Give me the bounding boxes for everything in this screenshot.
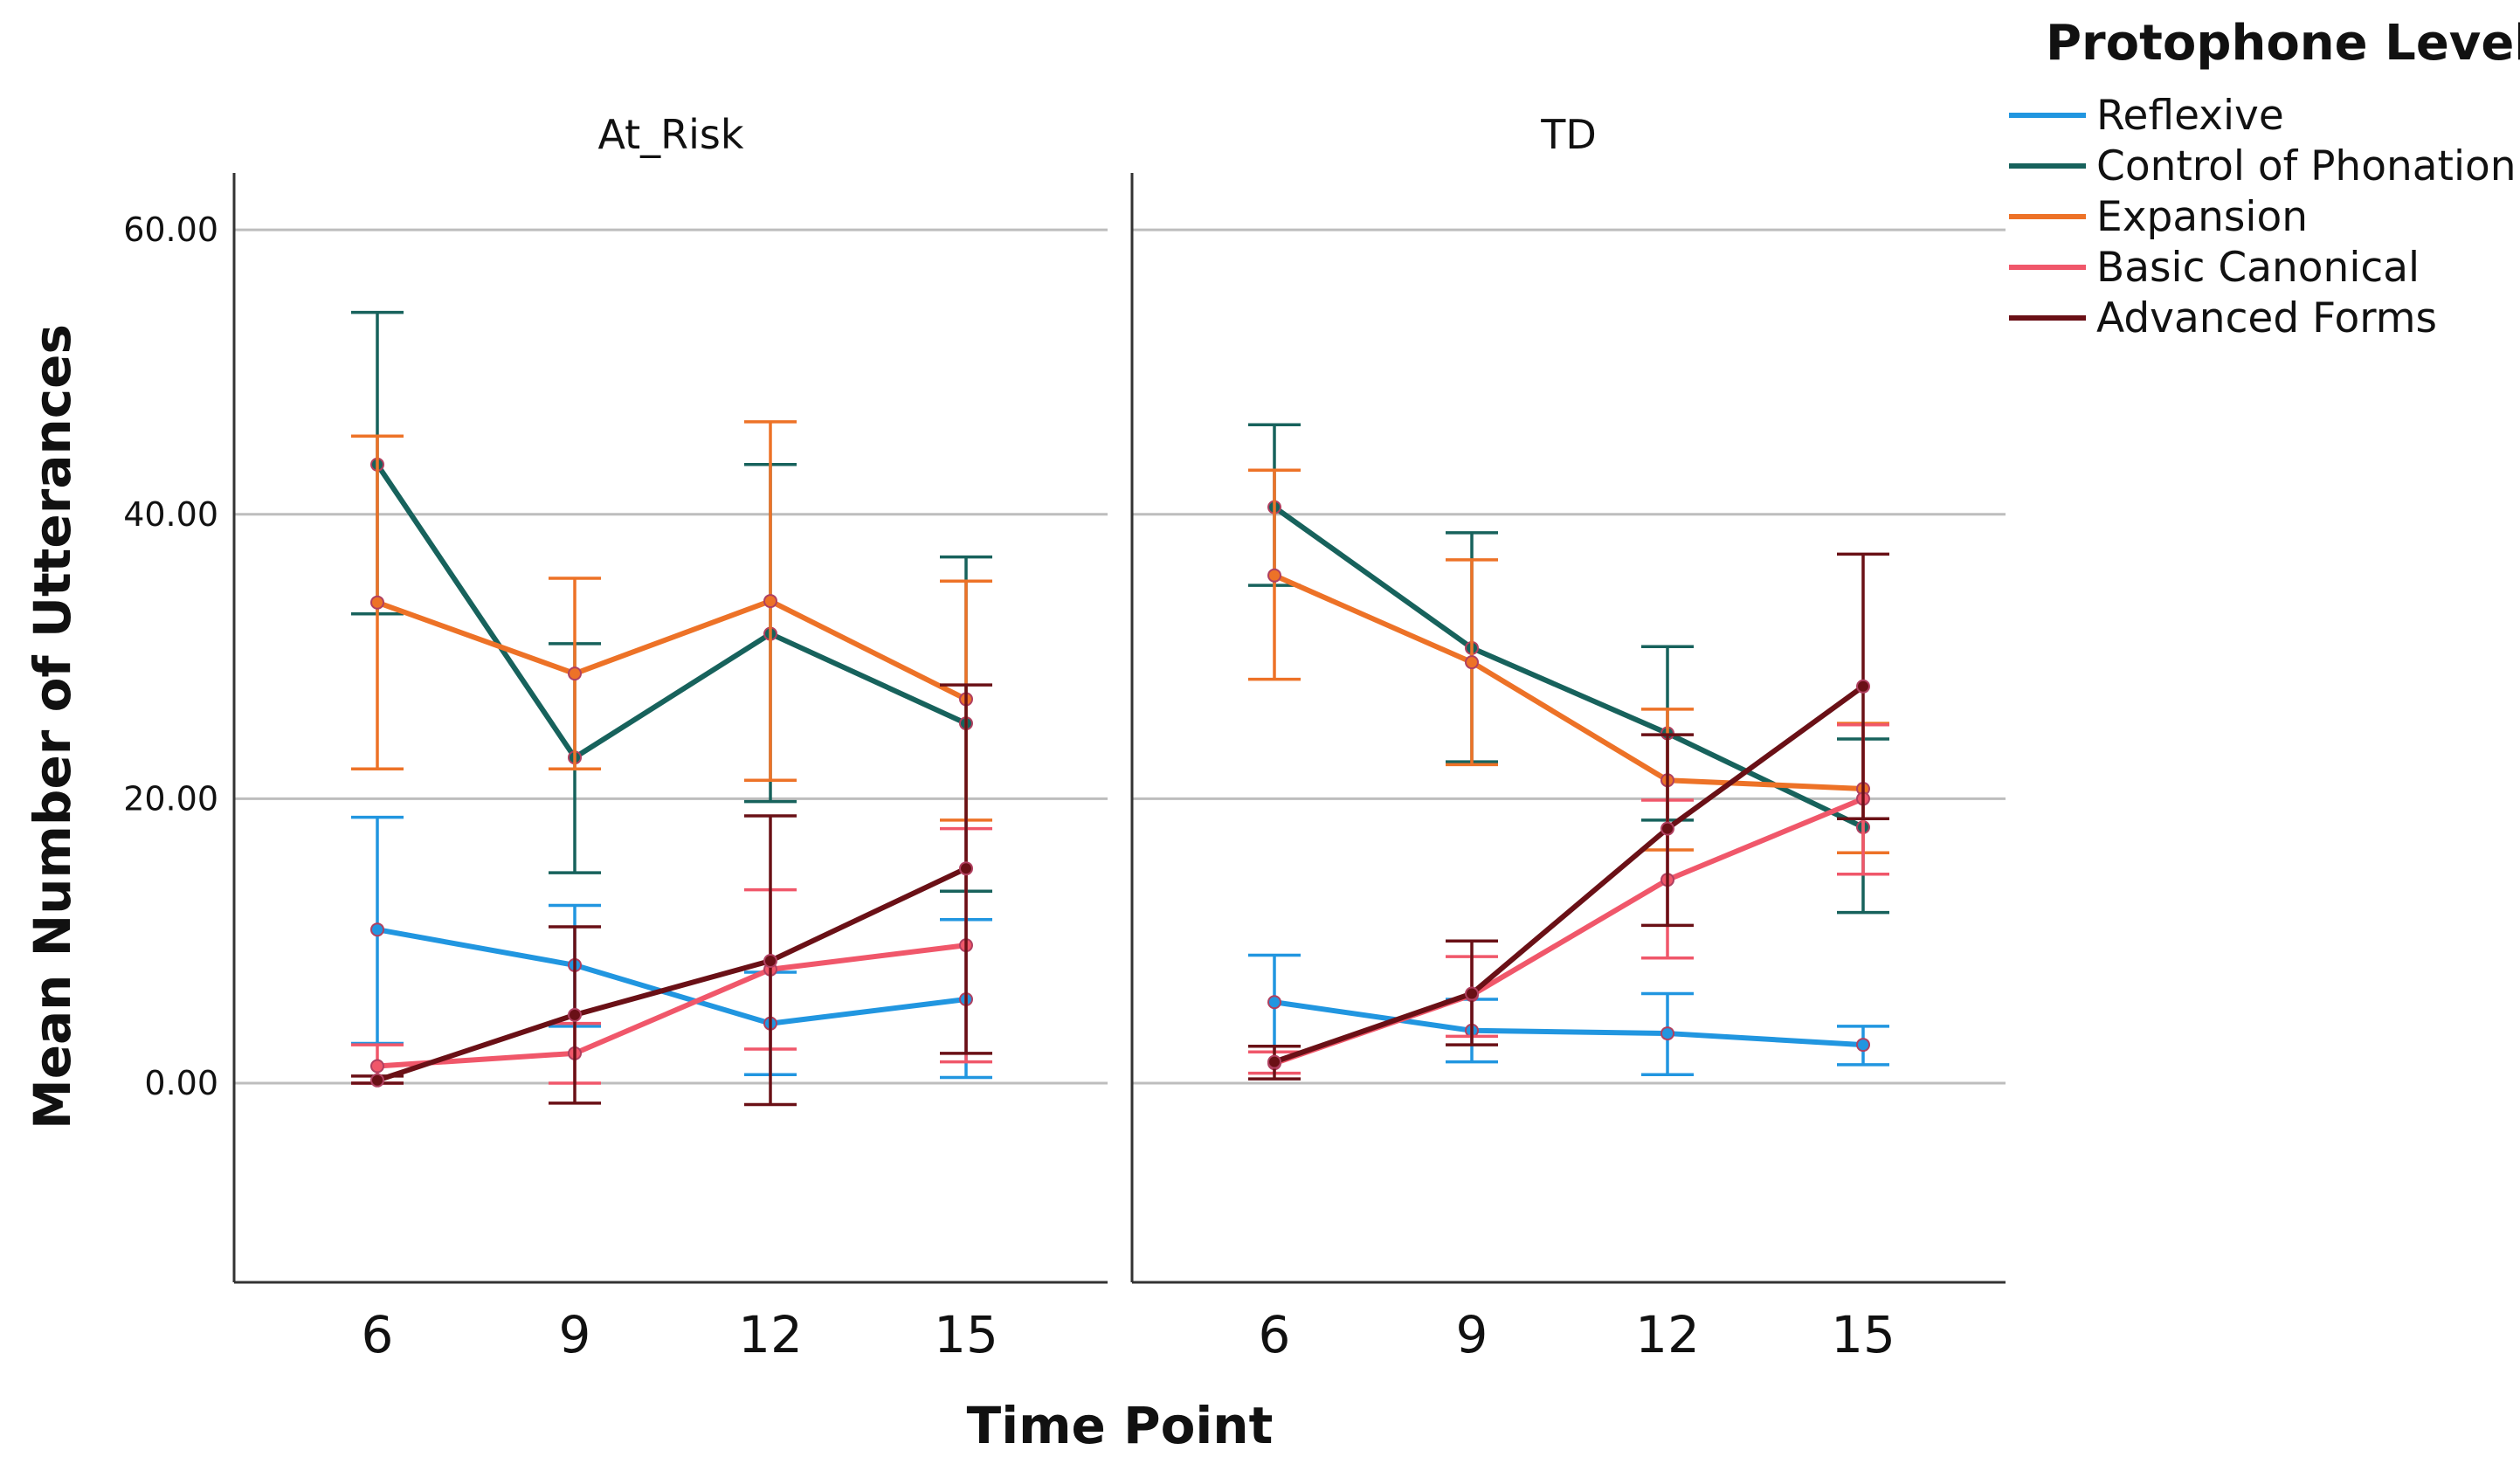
series-basic-canonical	[1248, 722, 1889, 1075]
series-reflexive	[1248, 953, 1889, 1077]
x-tick-label: 6	[362, 1305, 394, 1364]
series-line	[1273, 573, 1864, 792]
legend-entry-reflexive: Reflexive	[2009, 92, 2284, 140]
series-line	[1274, 684, 1865, 1065]
y-tick-label: 60.00	[123, 211, 218, 249]
data-point	[568, 1007, 582, 1022]
series-line	[375, 463, 968, 761]
data-point	[1267, 568, 1281, 583]
x-axis-title: Time Point	[967, 1396, 1274, 1455]
y-axis-title: Mean Number of Utterances	[23, 324, 82, 1129]
panel-td: TD 6 9 12 15	[1130, 111, 2006, 1364]
data-point	[763, 954, 777, 969]
data-point	[1660, 821, 1674, 836]
legend-entry-control-of-phonation: Control of Phonation	[2009, 142, 2517, 190]
series-line	[376, 598, 968, 702]
data-point	[1856, 679, 1870, 694]
data-point	[370, 1059, 384, 1074]
panel-title: TD	[1540, 111, 1597, 158]
legend-entry-expansion: Expansion	[2009, 193, 2308, 241]
series-advanced-forms	[1248, 552, 1889, 1081]
series-basic-canonical	[351, 826, 992, 1085]
x-tick-label: 15	[1831, 1305, 1895, 1364]
legend-label: Expansion	[2096, 193, 2308, 241]
data-point	[763, 594, 777, 609]
panel-at-risk: At_Risk 6 9 12 15	[232, 111, 1108, 1364]
series-control-of-phonation	[1248, 423, 1889, 915]
data-point	[1856, 1038, 1870, 1053]
x-tick-label: 12	[738, 1305, 803, 1364]
data-point	[370, 595, 384, 610]
data-point	[1465, 655, 1479, 670]
data-point	[1660, 1026, 1674, 1041]
legend-label: Basic Canonical	[2096, 244, 2420, 292]
series-line	[1273, 505, 1865, 830]
y-tick-label: 40.00	[123, 495, 218, 534]
legend-entry-basic-canonical: Basic Canonical	[2009, 244, 2420, 292]
y-tick-label: 20.00	[123, 779, 218, 818]
data-point	[370, 922, 384, 937]
legend-entry-advanced-forms: Advanced Forms	[2009, 294, 2437, 342]
series-line	[376, 943, 967, 1069]
series-reflexive	[351, 815, 992, 1080]
legend-title: Protophone Level	[2046, 15, 2520, 72]
legend-label: Advanced Forms	[2096, 294, 2437, 342]
series-advanced-forms	[351, 683, 992, 1107]
x-tick-label: 9	[559, 1305, 591, 1364]
series-line	[1274, 999, 1864, 1048]
data-point	[959, 861, 973, 876]
data-point	[1465, 986, 1479, 1001]
series-line	[376, 927, 967, 1026]
series-expansion	[351, 420, 992, 822]
series-line	[376, 866, 968, 1083]
series-control-of-phonation	[351, 310, 992, 893]
x-tick-label: 6	[1259, 1305, 1291, 1364]
legend-label: Control of Phonation	[2096, 142, 2517, 190]
data-point	[1267, 1054, 1281, 1069]
data-point	[568, 666, 582, 681]
panel-title: At_Risk	[597, 111, 743, 158]
data-point	[1267, 995, 1281, 1010]
x-tick-label: 9	[1456, 1305, 1488, 1364]
x-tick-label: 15	[934, 1305, 998, 1364]
data-point	[370, 1073, 384, 1088]
series-line	[1274, 796, 1865, 1067]
y-tick-label: 0.00	[144, 1064, 218, 1102]
legend-label: Reflexive	[2096, 92, 2284, 140]
x-tick-label: 12	[1635, 1305, 1700, 1364]
